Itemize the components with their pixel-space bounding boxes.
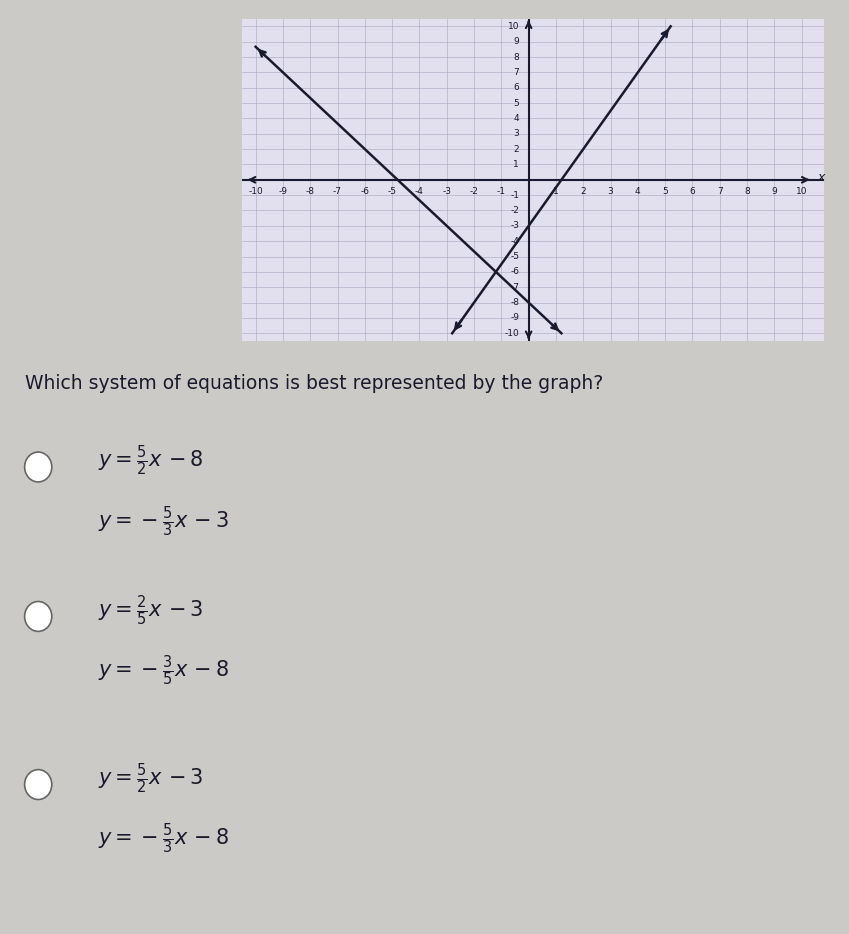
Text: -5: -5: [510, 252, 519, 261]
Text: -5: -5: [388, 187, 396, 196]
Text: -6: -6: [360, 187, 369, 196]
Text: 3: 3: [514, 129, 519, 138]
Text: 4: 4: [514, 114, 519, 123]
Text: $y = -\frac{3}{5}x\,- 8$: $y = -\frac{3}{5}x\,- 8$: [98, 654, 228, 688]
Text: 7: 7: [514, 68, 519, 77]
Text: 7: 7: [717, 187, 722, 196]
Text: 6: 6: [514, 83, 519, 92]
Text: -2: -2: [510, 206, 519, 215]
Text: -3: -3: [510, 221, 519, 231]
Text: -9: -9: [510, 314, 519, 322]
Text: -4: -4: [510, 236, 519, 246]
Text: 10: 10: [508, 21, 519, 31]
Text: -10: -10: [504, 329, 519, 338]
Text: -6: -6: [510, 267, 519, 276]
Text: 6: 6: [689, 187, 695, 196]
Text: -4: -4: [415, 187, 424, 196]
Text: -1: -1: [497, 187, 506, 196]
Text: 5: 5: [662, 187, 668, 196]
Text: 10: 10: [796, 187, 807, 196]
Text: $y = -\frac{5}{3}x\,- 8$: $y = -\frac{5}{3}x\,- 8$: [98, 822, 228, 856]
Text: x: x: [817, 171, 824, 184]
Text: -8: -8: [306, 187, 315, 196]
Text: 5: 5: [514, 99, 519, 107]
Text: -10: -10: [248, 187, 263, 196]
Text: $y = \frac{5}{2}x\,- 3$: $y = \frac{5}{2}x\,- 3$: [98, 761, 203, 796]
Text: -2: -2: [469, 187, 479, 196]
Text: 4: 4: [635, 187, 641, 196]
Text: 9: 9: [514, 37, 519, 46]
Text: 9: 9: [772, 187, 777, 196]
Text: -1: -1: [510, 191, 519, 200]
Text: Which system of equations is best represented by the graph?: Which system of equations is best repres…: [25, 374, 604, 392]
Text: 8: 8: [514, 52, 519, 62]
Text: 3: 3: [608, 187, 614, 196]
Text: 2: 2: [514, 145, 519, 153]
Text: -7: -7: [333, 187, 342, 196]
Text: -8: -8: [510, 298, 519, 307]
Text: $y = -\frac{5}{3}x\,- 3$: $y = -\frac{5}{3}x\,- 3$: [98, 504, 228, 539]
Text: $y = \frac{5}{2}x\,- 8$: $y = \frac{5}{2}x\,- 8$: [98, 444, 203, 478]
Text: -7: -7: [510, 283, 519, 291]
Text: -3: -3: [442, 187, 451, 196]
Text: -9: -9: [278, 187, 288, 196]
Text: 8: 8: [745, 187, 750, 196]
Text: $y = \frac{2}{5}x\,- 3$: $y = \frac{2}{5}x\,- 3$: [98, 593, 203, 628]
Text: 1: 1: [553, 187, 559, 196]
Text: 1: 1: [514, 160, 519, 169]
Text: 2: 2: [581, 187, 586, 196]
